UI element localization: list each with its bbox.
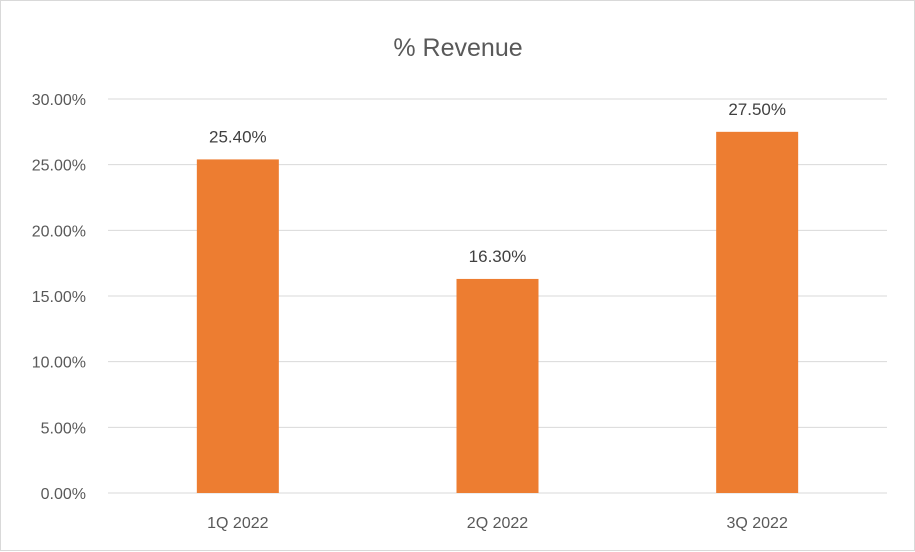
y-axis-tick-labels: 0.00% 5.00% 10.00% 15.00% 20.00% 25.00% 30.00% [32,92,86,503]
x-category-label: 1Q 2022 [207,515,268,532]
y-tick-label: 0.00% [41,486,86,503]
x-axis-category-labels: 1Q 2022 2Q 2022 3Q 2022 [207,515,788,532]
y-tick-label: 15.00% [32,289,86,306]
bar [716,131,799,494]
y-tick-label: 20.00% [32,223,86,240]
data-label: 16.30% [469,247,527,266]
y-tick-label: 25.00% [32,158,86,175]
x-category-label: 3Q 2022 [726,515,787,532]
data-label: 25.40% [209,127,267,146]
bars [196,131,799,494]
bar [196,159,279,493]
y-tick-label: 5.00% [41,420,86,437]
y-tick-label: 30.00% [32,92,86,109]
chart-title: % Revenue [393,34,522,62]
bar [456,278,539,493]
data-label: 27.50% [728,100,786,119]
data-labels: 25.40% 16.30% 27.50% [209,100,786,266]
y-tick-label: 10.00% [32,355,86,372]
x-category-label: 2Q 2022 [467,515,528,532]
